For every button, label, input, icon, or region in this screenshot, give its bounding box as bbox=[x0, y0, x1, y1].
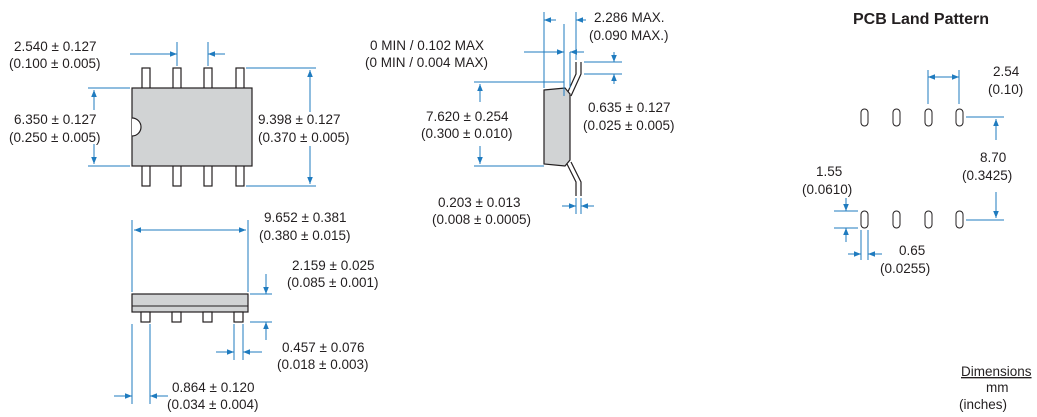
pitch-in: (0.100 ± 0.005) bbox=[9, 56, 100, 71]
lead-thickness-in: (0.008 ± 0.0005) bbox=[432, 212, 531, 227]
land-pad bbox=[955, 108, 964, 127]
land-pattern: PCB Land Pattern 2.54 (0.10) 8.70 (0.342… bbox=[802, 11, 1023, 276]
land-row-spacing-mm: 8.70 bbox=[980, 150, 1006, 165]
shoulder-width-in: (0.034 ± 0.004) bbox=[167, 397, 258, 412]
shoulder-width-mm: 0.864 ± 0.120 bbox=[172, 380, 254, 395]
land-row-spacing-in: (0.3425) bbox=[962, 168, 1012, 183]
lead-length-in: (0.025 ± 0.005) bbox=[583, 118, 674, 133]
side-lead-upper bbox=[565, 62, 582, 97]
legend-heading: Dimensions bbox=[961, 364, 1032, 379]
pad-width-mm: 0.65 bbox=[899, 243, 925, 258]
package-body-side bbox=[543, 87, 571, 167]
row-spacing-in: (0.300 ± 0.010) bbox=[421, 126, 512, 141]
legend-unit-secondary: (inches) bbox=[959, 397, 1007, 412]
land-pad bbox=[860, 210, 869, 229]
lead-offset-mm: 2.286 MAX. bbox=[594, 10, 665, 25]
package-body-front bbox=[131, 293, 249, 313]
package-body-top bbox=[131, 87, 253, 167]
lead-offset-in: (0.090 MAX.) bbox=[589, 28, 669, 43]
front-lead bbox=[233, 311, 244, 323]
top-view: 2.540 ± 0.127 (0.100 ± 0.005) 6.350 ± 0.… bbox=[9, 39, 349, 187]
front-lead bbox=[202, 311, 213, 323]
lead-width-mm: 0.457 ± 0.076 bbox=[282, 340, 364, 355]
units-legend: Dimensions mm (inches) bbox=[959, 364, 1032, 412]
land-pad bbox=[924, 210, 933, 229]
body-width-in: (0.250 ± 0.005) bbox=[9, 130, 100, 145]
row-spacing-mm: 7.620 ± 0.254 bbox=[426, 109, 509, 124]
standoff-mm: 0 MIN / 0.102 MAX bbox=[370, 38, 484, 53]
lead-length-mm: 0.635 ± 0.127 bbox=[588, 100, 670, 115]
land-pattern-title: PCB Land Pattern bbox=[853, 11, 989, 28]
top-lead bbox=[235, 67, 245, 91]
front-lead bbox=[140, 311, 151, 323]
bottom-lead bbox=[235, 163, 245, 187]
pad-length-in: (0.0610) bbox=[802, 182, 852, 197]
body-width-mm: 6.350 ± 0.127 bbox=[14, 112, 96, 127]
bottom-lead bbox=[172, 163, 182, 187]
body-length-in: (0.380 ± 0.015) bbox=[259, 228, 350, 243]
land-pad bbox=[892, 108, 901, 127]
front-view: 9.652 ± 0.381 (0.380 ± 0.015) 2.159 ± 0.… bbox=[114, 210, 378, 412]
front-lead bbox=[171, 311, 182, 323]
bottom-lead bbox=[141, 163, 151, 187]
lead-thickness-mm: 0.203 ± 0.013 bbox=[438, 195, 520, 210]
top-lead bbox=[141, 67, 151, 91]
land-pad bbox=[860, 108, 869, 127]
legend-unit-primary: mm bbox=[986, 380, 1009, 395]
height-mm: 2.159 ± 0.025 bbox=[292, 258, 374, 273]
side-view: 2.286 MAX. (0.090 MAX.) 0 MIN / 0.102 MA… bbox=[365, 10, 674, 227]
pad-length-mm: 1.55 bbox=[816, 164, 842, 179]
pin1-notch bbox=[131, 117, 142, 137]
land-pitch-mm: 2.54 bbox=[993, 64, 1020, 79]
land-pitch-in: (0.10) bbox=[988, 82, 1023, 97]
land-pad bbox=[892, 210, 901, 229]
land-pad bbox=[955, 210, 964, 229]
bottom-lead bbox=[203, 163, 213, 187]
pitch-mm: 2.540 ± 0.127 bbox=[14, 39, 96, 54]
top-lead bbox=[172, 67, 182, 91]
standoff-in: (0 MIN / 0.004 MAX) bbox=[365, 55, 488, 70]
side-lead-lower bbox=[565, 161, 582, 196]
pad-width-in: (0.0255) bbox=[880, 261, 930, 276]
overall-width-mm: 9.398 ± 0.127 bbox=[258, 112, 340, 127]
top-lead bbox=[203, 67, 213, 91]
overall-width-in: (0.370 ± 0.005) bbox=[258, 130, 349, 145]
height-in: (0.085 ± 0.001) bbox=[287, 275, 378, 290]
body-length-mm: 9.652 ± 0.381 bbox=[264, 210, 346, 225]
lead-width-in: (0.018 ± 0.003) bbox=[277, 357, 368, 372]
land-pad bbox=[924, 108, 933, 127]
